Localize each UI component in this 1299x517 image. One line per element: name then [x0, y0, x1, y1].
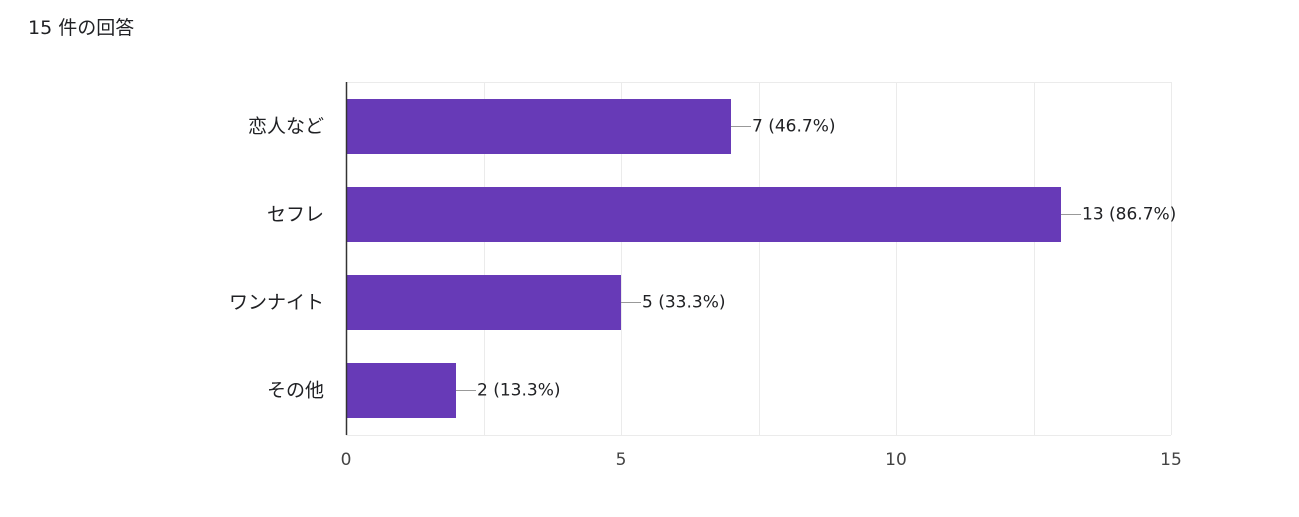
category-label: セフレ — [267, 204, 324, 226]
x-tick-label: 10 — [885, 450, 907, 470]
bar-value-label: 5 (33.3%) — [642, 293, 726, 313]
bar — [346, 99, 731, 154]
axes: 0 5 10 15 — [341, 82, 1182, 470]
x-tick-label: 0 — [341, 450, 352, 470]
x-tick-label: 5 — [616, 450, 627, 470]
bar — [346, 363, 456, 418]
bar-value-label: 2 (13.3%) — [477, 381, 561, 401]
bars — [346, 99, 1061, 418]
bar — [346, 275, 621, 330]
bar — [346, 187, 1061, 242]
category-label: 恋人など — [248, 116, 324, 138]
bar-value-label: 13 (86.7%) — [1082, 205, 1176, 225]
gridlines — [346, 82, 1172, 436]
response-count: 15 件の回答 — [28, 17, 135, 39]
category-label: ワンナイト — [229, 292, 324, 314]
x-tick-label: 15 — [1160, 450, 1182, 470]
category-label: その他 — [267, 380, 324, 402]
labels: 7 (46.7%) 恋人など 13 (86.7%) セフレ 5 (33.3%) ワンナイト… — [229, 116, 1176, 402]
bar-value-label: 7 (46.7%) — [752, 117, 836, 137]
